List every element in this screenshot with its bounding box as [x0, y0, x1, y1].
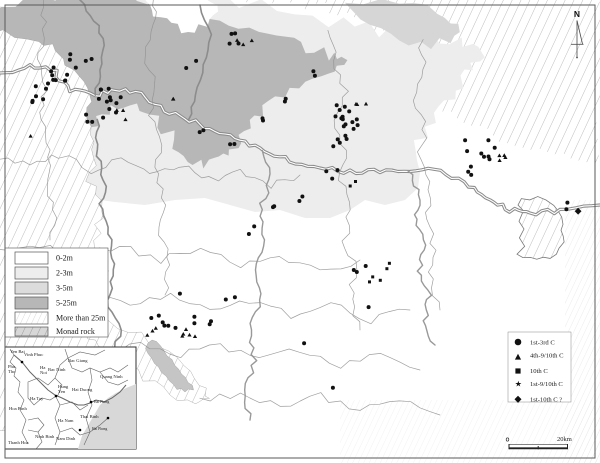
svg-text:10th C: 10th C	[530, 368, 548, 375]
svg-text:Ninh Binh: Ninh Binh	[35, 434, 55, 439]
svg-text:Thai Binh: Thai Binh	[80, 414, 99, 419]
svg-text:Nam Dinh: Nam Dinh	[56, 436, 76, 441]
svg-text:Yen: Yen	[58, 389, 66, 394]
svg-text:4th-9/10th C: 4th-9/10th C	[530, 352, 564, 359]
svg-text:Monad rock: Monad rock	[56, 327, 95, 336]
svg-text:More than 25m: More than 25m	[56, 314, 106, 323]
svg-text:Hoa Binh: Hoa Binh	[9, 406, 27, 411]
svg-text:Hai Phong: Hai Phong	[92, 427, 107, 431]
svg-text:Ha Tay: Ha Tay	[30, 396, 44, 401]
svg-text:1st-10th C ?: 1st-10th C ?	[530, 396, 562, 403]
svg-text:Bac Ninh: Bac Ninh	[48, 367, 66, 372]
svg-text:1st-9/10th C: 1st-9/10th C	[530, 381, 563, 388]
svg-text:Quang Ninh: Quang Ninh	[100, 374, 123, 379]
svg-text:Thanh Hoa: Thanh Hoa	[8, 440, 29, 445]
svg-text:2-3m: 2-3m	[56, 269, 74, 278]
svg-text:Tho: Tho	[8, 369, 16, 374]
svg-text:Noi: Noi	[40, 370, 48, 375]
svg-text:0-2m: 0-2m	[56, 254, 74, 263]
svg-text:Hai Phong: Hai Phong	[94, 400, 109, 404]
svg-text:Vinh Phuc: Vinh Phuc	[24, 352, 43, 357]
svg-text:5-25m: 5-25m	[56, 299, 78, 308]
svg-text:Hai Duong: Hai Duong	[72, 387, 93, 392]
svg-text:Bac Giang: Bac Giang	[68, 358, 88, 363]
svg-text:3-5m: 3-5m	[56, 284, 74, 293]
svg-text:★: ★	[515, 380, 522, 389]
svg-text:20km: 20km	[557, 436, 572, 443]
svg-text:N: N	[574, 9, 580, 19]
svg-text:1st-3rd C: 1st-3rd C	[530, 339, 555, 346]
svg-text:Ha Nam: Ha Nam	[58, 418, 74, 423]
